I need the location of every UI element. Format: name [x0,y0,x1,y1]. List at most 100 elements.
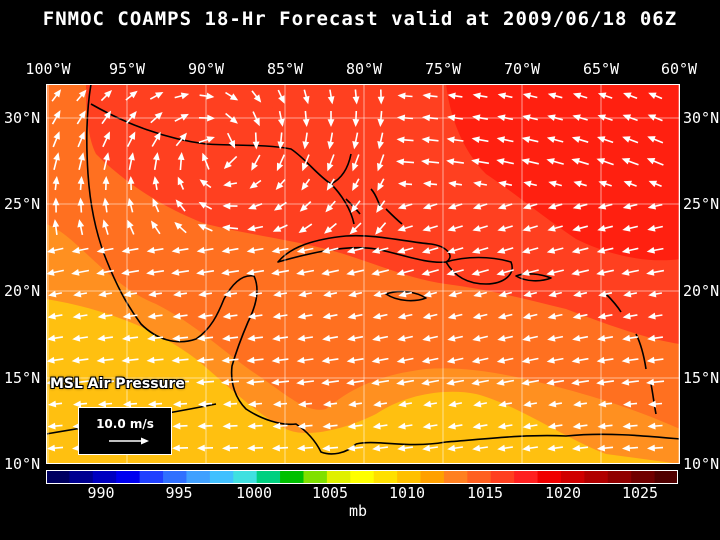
wind-vector-head [71,356,80,364]
wind-vector-head [471,269,480,276]
wind-vector-head [348,400,357,408]
wind-vector-head [497,92,507,100]
wind-vector-head [523,180,532,188]
wind-vector-head [521,379,530,386]
wind-vector-head [473,400,482,408]
wind-vector-head [103,110,112,119]
wind-vector-head [498,290,507,298]
wind-vector-head [246,268,255,276]
wind-vector-head [196,378,205,386]
wind-vector-head [197,224,207,231]
wind-vector-head [197,312,206,320]
wind-vector-head [522,422,531,430]
wind-vector-head [177,152,185,161]
wind-vector-head [325,204,334,213]
wind-vector-head [324,226,333,234]
wind-vector-head [571,269,580,276]
colorbar-tick-995: 995 [165,484,193,502]
wind-vector-head [146,268,155,276]
wind-vector-head [597,334,606,342]
wind-vector-head [377,96,385,105]
colorbar-segment [303,470,328,484]
wind-vector-head [347,334,356,342]
wind-vector-head [647,202,657,210]
wind-vector-head [221,246,230,254]
colorbar-segment [607,470,632,484]
pressure-band-1014 [46,224,680,464]
wind-vector-head [572,444,581,452]
wind-vector-head [397,312,407,320]
wind-vector-head [547,224,556,232]
wind-vector-head [596,269,605,276]
reference-vector-arrow [109,437,149,445]
colorbar-segment [46,470,70,484]
wind-vector-head [522,114,531,122]
wind-vector-head [423,180,432,188]
wind-vector-head [72,312,81,320]
wind-vector-head [573,290,582,298]
wind-vector-head [98,290,107,298]
wind-vector-head [297,312,306,320]
colorbar-tick-990: 990 [87,484,115,502]
wind-vector-head [120,378,130,386]
wind-vector-head [206,136,215,143]
wind-vector-head [78,89,87,98]
wind-vector-head [296,444,306,452]
wind-vector-head [472,312,482,320]
wind-vector-head [521,136,531,143]
wind-vector-head [622,136,631,143]
wind-vector-head [572,422,581,430]
wind-vector-head [422,334,431,342]
wind-vector-head [322,422,331,430]
wind-vector-head [122,334,131,342]
colorbar-segment [537,470,562,484]
wind-vector-head [252,141,260,150]
wind-vector-head [398,290,407,298]
wind-vector-head [498,400,507,408]
colorbar-tick-1000: 1000 [235,484,273,502]
wind-vector-head [447,312,457,320]
wind-vector-head [272,444,280,452]
wind-vector-head [572,114,581,121]
wind-vector-head [621,444,631,452]
wind-vector-head [155,91,164,99]
wind-vector-head [623,180,632,188]
wind-vector-head [572,312,582,320]
wind-vector-head [198,201,207,209]
lon-label-95w: 95°W [108,60,146,78]
wind-vector-head [472,225,481,232]
wind-vector-head [249,181,258,189]
wind-vector-head [397,444,406,452]
wind-vector-head [228,140,236,149]
wind-vector-head [377,162,384,172]
lat-label-10n-right: 10°N [683,455,720,473]
wind-vector-head [77,176,85,185]
wind-vector-head [222,422,231,430]
wind-vector-head [521,247,531,254]
colorbar-segment [654,470,678,484]
wind-vector-head [422,444,431,452]
reference-vector-box: 10.0 m/s [78,407,172,455]
wind-vector-head [223,161,232,169]
wind-vector-head [104,89,113,98]
colorbar-segment [443,470,468,484]
lon-label-80w: 80°W [345,60,383,78]
wind-vector-head [102,197,110,206]
wind-vector-head [648,290,657,298]
wind-vector-head [222,444,230,452]
lat-label-15n-left: 15°N [4,369,41,387]
wind-vector-head [597,92,607,100]
field-label: MSL Air Pressure [50,376,185,392]
wind-vector-head [128,152,135,161]
wind-vector-head [397,92,406,100]
pressure-band-1020 [446,84,680,261]
wind-vector-head [447,202,457,210]
wind-vector-head [154,111,163,120]
wind-vector-head [596,356,605,364]
wind-vector-head [121,246,130,254]
wind-vector-head [522,444,531,452]
colorbar-unit: mb [348,502,368,520]
wind-vector-head [396,136,405,144]
wind-vector-head [598,180,607,188]
wind-vector-head [77,219,85,228]
